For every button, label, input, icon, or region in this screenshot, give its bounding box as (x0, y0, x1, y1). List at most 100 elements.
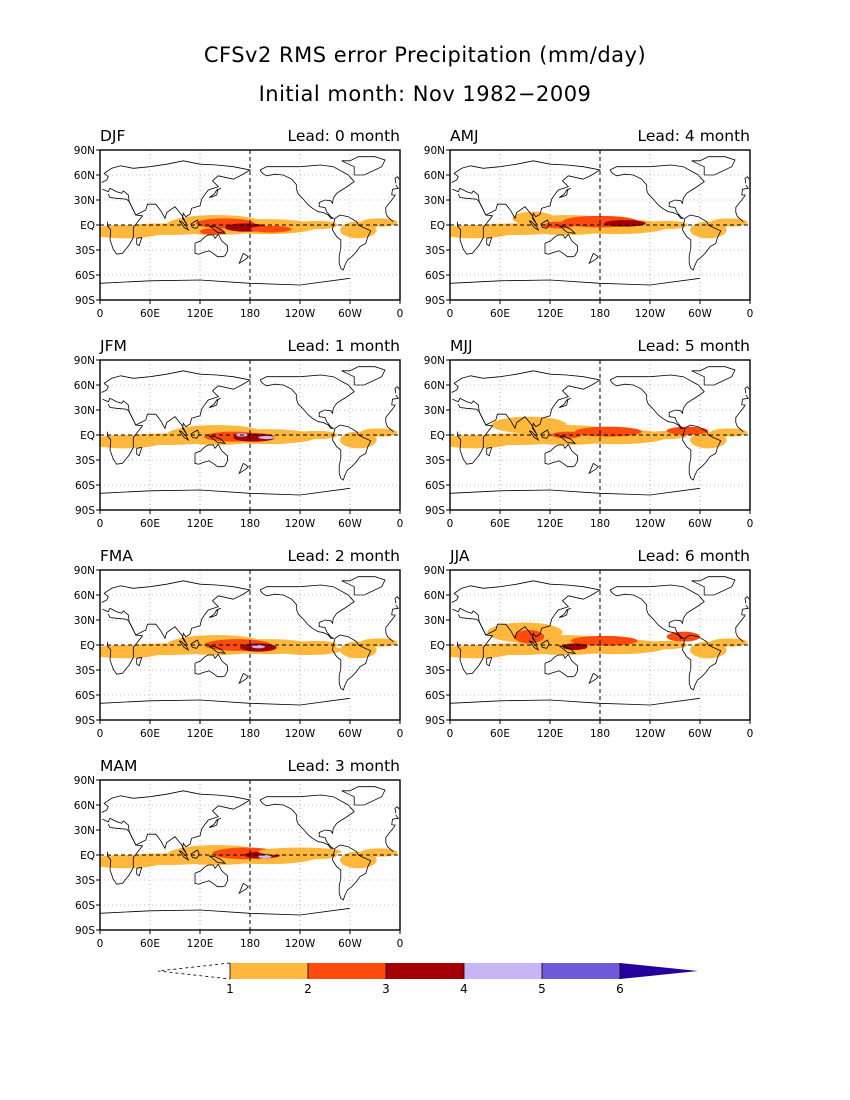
coastline (540, 429, 550, 439)
lat-tick-label: 30N (424, 405, 445, 417)
lon-tick-label: 60E (140, 728, 160, 740)
lat-tick-label: EQ (430, 640, 445, 652)
lon-tick-label: 120E (187, 518, 214, 530)
lon-tick-label: 120W (285, 308, 316, 320)
coastline (341, 786, 386, 806)
lon-tick-label: 60E (140, 938, 160, 950)
lat-tick-label: 90S (75, 295, 95, 307)
lon-tick-label: 0 (397, 308, 404, 320)
error-contour-level-2 (514, 630, 545, 644)
error-contour-level-1 (340, 221, 377, 239)
coastline (136, 657, 143, 667)
lat-tick-label: 60N (74, 800, 95, 812)
error-contour-level-1 (258, 847, 342, 856)
error-contour-level-2 (666, 426, 709, 436)
map-field (100, 570, 400, 720)
lat-tick-label: 30N (74, 615, 95, 627)
panel-lead-label: Lead: 0 month (288, 127, 400, 145)
lat-tick-label: EQ (80, 850, 95, 862)
coastline (238, 672, 249, 685)
error-contour-level-1 (690, 431, 727, 449)
lat-tick-label: 60S (75, 900, 95, 912)
lon-tick-label: 0 (97, 938, 104, 950)
lon-tick-label: 180 (240, 728, 260, 740)
error-contour-level-2 (575, 426, 642, 437)
coastline (744, 596, 750, 604)
lat-tick-label: 60N (74, 590, 95, 602)
coastline (136, 447, 143, 457)
error-contour-level-2 (666, 631, 700, 642)
coastline (691, 576, 736, 596)
lat-tick-label: 30S (75, 455, 95, 467)
coastline (194, 863, 228, 888)
coastline (609, 584, 705, 639)
lon-tick-label: 60W (338, 518, 362, 530)
lat-tick-label: 30S (75, 875, 95, 887)
coastline (609, 164, 705, 219)
coastline (194, 233, 228, 258)
coastline (332, 214, 372, 271)
coastline (208, 225, 227, 234)
coastline (190, 849, 200, 859)
coastline (208, 607, 221, 618)
colorbar-tick-label: 4 (460, 982, 468, 996)
colorbar-over-triangle (620, 963, 698, 979)
lon-tick-label: 60W (338, 308, 362, 320)
error-contour-level-4 (258, 435, 275, 440)
lon-tick-label: 180 (590, 308, 610, 320)
coastline (107, 614, 396, 675)
lon-tick-label: 180 (590, 728, 610, 740)
coastline (100, 907, 351, 916)
lat-tick-label: 30S (425, 455, 445, 467)
coastline (332, 634, 372, 691)
error-contour-level-2 (551, 431, 582, 439)
coastline (457, 404, 746, 465)
coastline (178, 220, 190, 232)
lon-tick-label: 0 (97, 518, 104, 530)
coastline (332, 424, 372, 481)
error-contour-level-2 (570, 635, 638, 646)
coastline (450, 697, 701, 706)
lon-tick-label: 60W (688, 518, 712, 530)
lon-tick-label: 120E (187, 938, 214, 950)
map-field (100, 780, 400, 930)
colorbar-tick-label: 6 (616, 982, 624, 996)
lat-tick-label: 30S (75, 665, 95, 677)
lon-tick-label: 0 (397, 938, 404, 950)
coastline (100, 487, 351, 496)
lon-tick-label: 0 (447, 518, 454, 530)
coastline (486, 447, 493, 457)
coastline (208, 187, 221, 198)
lon-tick-label: 120E (537, 728, 564, 740)
coastline (259, 374, 355, 429)
coastline (544, 653, 578, 678)
coastline (208, 817, 221, 828)
coastline (744, 176, 750, 184)
lat-tick-label: 90S (425, 295, 445, 307)
lon-tick-label: 60E (490, 518, 510, 530)
colorbar: 1 2 3 4 5 6 (157, 962, 698, 996)
coastline (238, 462, 249, 475)
coastline (194, 443, 228, 468)
lat-tick-label: 60S (75, 690, 95, 702)
panel-season-label: AMJ (450, 127, 479, 145)
lon-tick-label: 0 (747, 728, 754, 740)
lon-tick-label: 0 (747, 518, 754, 530)
colorbar-tick-label: 3 (382, 982, 390, 996)
colorbar-swatch (386, 963, 464, 979)
coastline (341, 156, 386, 176)
error-contour-level-4 (258, 855, 272, 859)
panel-lead-label: Lead: 4 month (638, 127, 750, 145)
lon-tick-label: 180 (240, 938, 260, 950)
error-contour-level-2 (200, 228, 225, 236)
coastline (100, 697, 351, 706)
lat-tick-label: 30S (75, 245, 95, 257)
coastline (486, 237, 493, 247)
error-contour-level-1 (690, 641, 727, 659)
error-contour-level-1 (690, 221, 727, 239)
